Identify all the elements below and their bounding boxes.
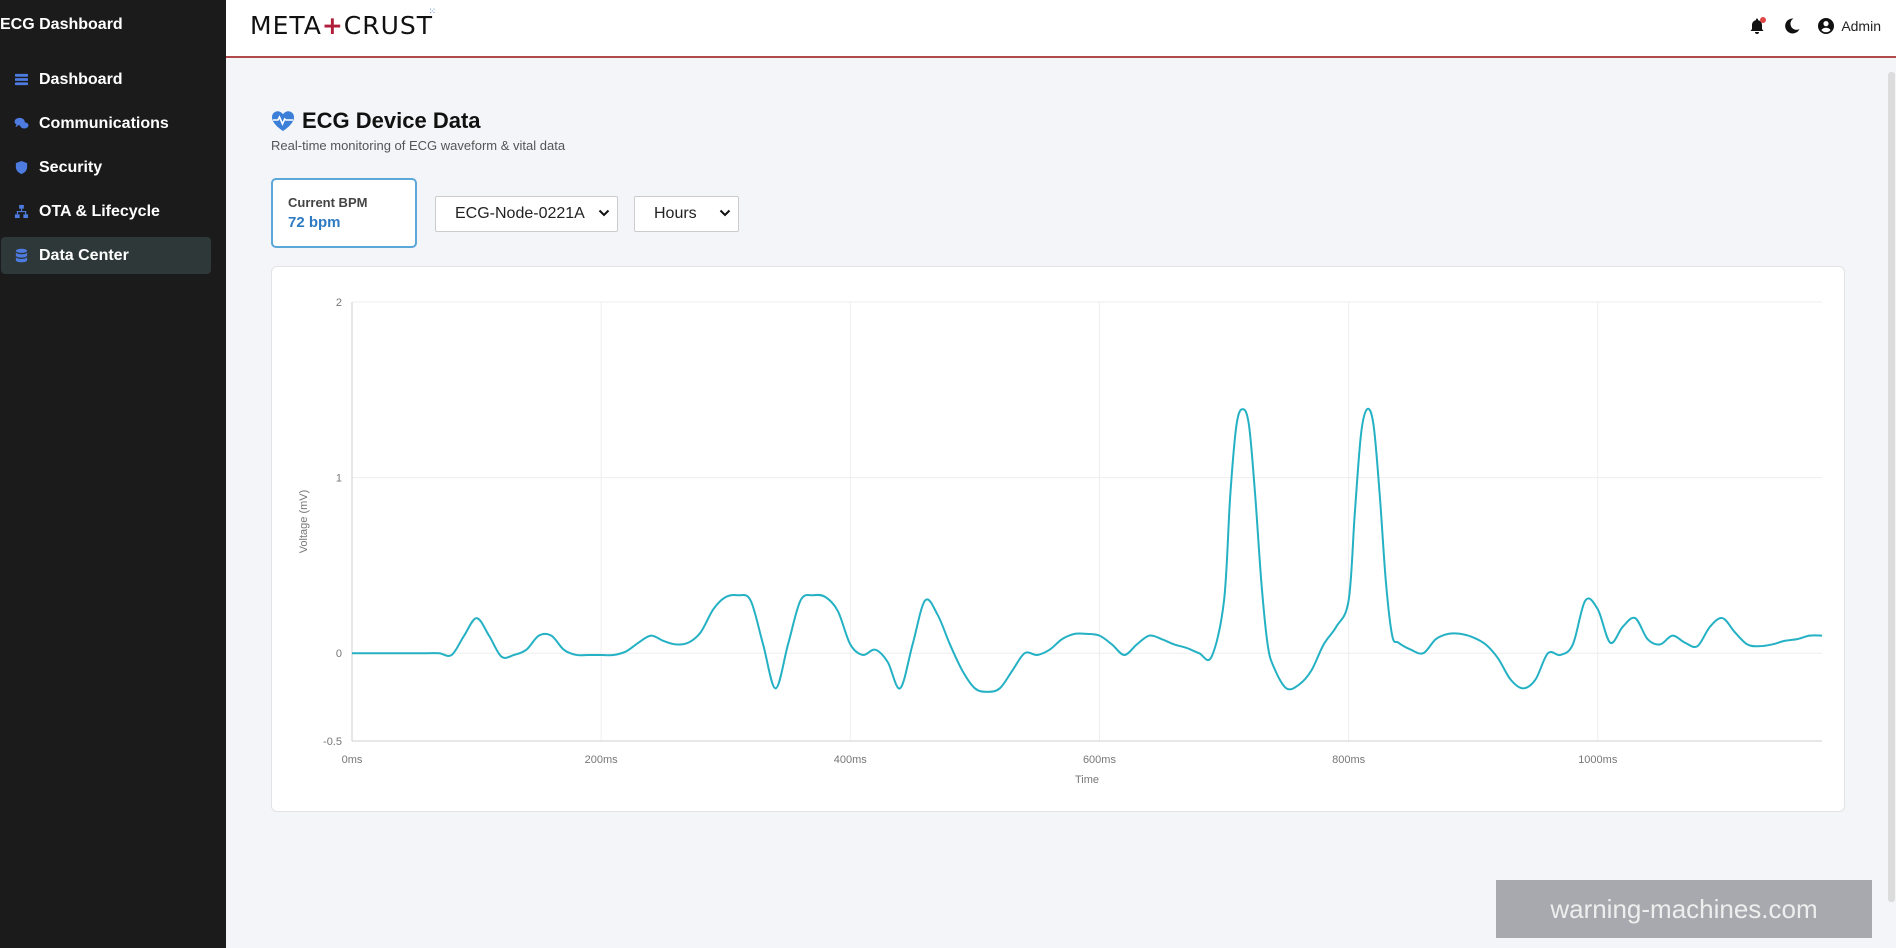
logo-text-left: META [250,11,322,40]
x-tick-label: 200ms [585,754,619,766]
page-heading: ECG Device Data [302,108,481,133]
sidebar-item-security[interactable]: Security [1,149,211,186]
y-axis-label: Voltage (mV) [298,490,310,554]
heartbeat-icon [272,111,294,131]
x-axis-label: Time [1075,774,1099,786]
sidebar-nav: Dashboard Communications Security OTA & … [0,61,226,281]
x-tick-label: 400ms [834,754,868,766]
notifications-button[interactable] [1748,17,1767,35]
scrollbar-thumb[interactable] [1888,72,1895,902]
chevron-down-icon [598,209,610,217]
device-select[interactable]: ECG-Node-0221A [435,196,618,232]
x-tick-label: 600ms [1083,754,1117,766]
metacrust-logo[interactable]: META+CRUST ⁙ [250,7,436,40]
y-tick-label: 2 [336,297,342,309]
x-tick-label: 0ms [342,754,363,766]
sidebar-item-label: OTA & Lifecycle [39,202,160,220]
app-brand: ECG Dashboard [0,16,123,33]
sidebar-item-label: Data Center [39,246,129,264]
top-right-controls: Admin [1748,17,1881,35]
watermark: warning-machines.com [1496,880,1872,938]
current-bpm-card: Current BPM 72 bpm [271,178,417,248]
y-tick-label: 1 [336,473,342,485]
theme-toggle-button[interactable] [1783,17,1801,35]
chevron-down-icon [719,209,731,217]
device-select-value: ECG-Node-0221A [455,205,585,222]
logo-dots: ⁙ [428,7,438,17]
moon-icon [1785,18,1800,34]
logo-text-right: CRUST [343,11,434,40]
user-label: Admin [1841,18,1881,34]
shield-icon [13,160,29,176]
page-title: ECG Device Data [271,108,481,134]
sidebar-item-label: Communications [39,114,169,132]
ecg-chart[interactable]: -0.5 0 1 2 0ms 200ms 400ms 600ms 800ms 1000ms Tim… [272,267,1846,813]
sidebar: ECG Dashboard Dashboard Communications S… [0,0,226,948]
sidebar-item-ota-lifecycle[interactable]: OTA & Lifecycle [1,193,211,230]
logo-plus: + [321,11,344,40]
ecg-chart-card: -0.5 0 1 2 0ms 200ms 400ms 600ms 800ms 1000ms Tim… [271,266,1845,812]
page-subtitle: Real-time monitoring of ECG waveform & v… [271,138,566,153]
page-scrollbar[interactable] [1887,58,1896,948]
user-circle-icon [1818,18,1835,34]
dashboard-icon [13,72,29,88]
bpm-value: 72 bpm [288,214,341,231]
sidebar-item-dashboard[interactable]: Dashboard [1,61,211,98]
y-tick-label: -0.5 [323,736,342,748]
sidebar-item-communications[interactable]: Communications [1,105,211,142]
ecg-waveform-line [351,407,1823,693]
user-menu[interactable]: Admin [1818,18,1881,34]
y-tick-label: 0 [336,648,342,660]
x-tick-label: 1000ms [1578,754,1618,766]
time-range-select[interactable]: Hours [634,196,739,232]
notification-badge [1760,17,1767,23]
sidebar-item-label: Security [39,158,103,176]
sidebar-item-label: Dashboard [39,70,123,88]
database-icon [13,248,29,264]
top-bar: META+CRUST ⁙ Admin [226,0,1896,58]
time-range-select-value: Hours [654,205,697,222]
network-icon [13,204,29,220]
comments-icon [13,116,29,132]
sidebar-item-data-center[interactable]: Data Center [1,237,211,274]
bpm-label: Current BPM [288,195,368,210]
x-tick-label: 800ms [1332,754,1366,766]
